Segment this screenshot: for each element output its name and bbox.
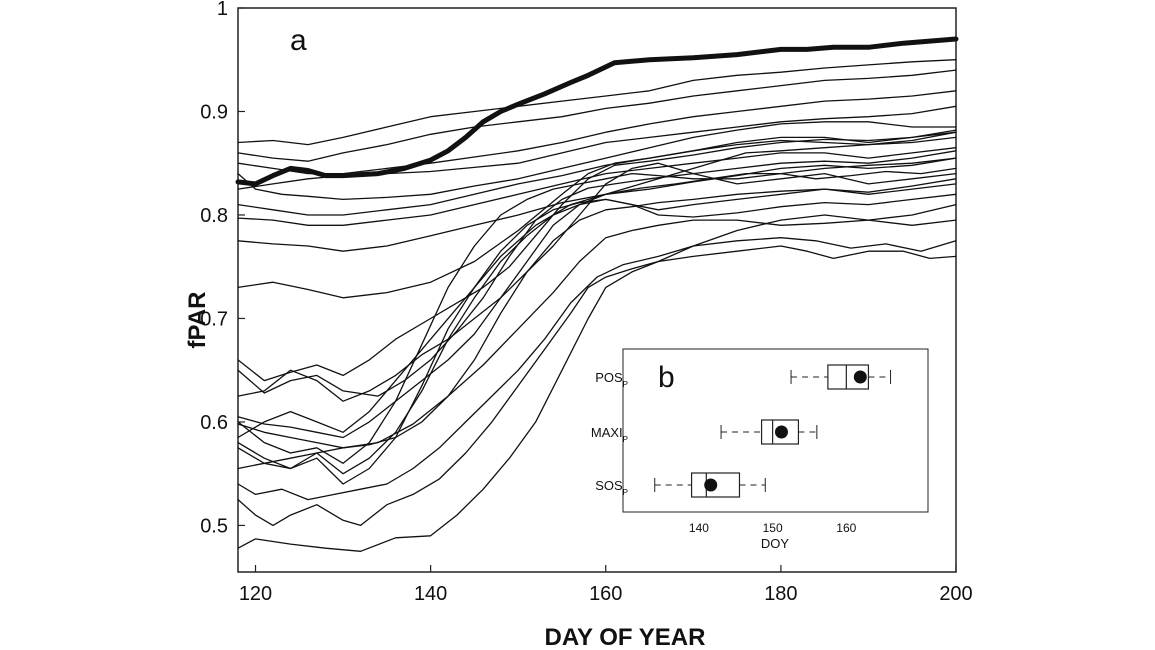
panel-b-letter: b [658, 361, 675, 394]
x-tick-label: 140 [414, 583, 447, 605]
y-tick-label: 0.6 [200, 412, 228, 434]
series-line-14 [237, 183, 957, 449]
series-line-2 [237, 69, 957, 162]
box-label: SOSP [595, 478, 628, 497]
series-line-20 [237, 214, 957, 501]
series-line-10 [237, 129, 957, 382]
x-tick-label: 160 [589, 583, 622, 605]
series-line-thick [235, 36, 959, 187]
series-line-17 [237, 178, 957, 475]
x-tick-label: 120 [239, 583, 272, 605]
series-line-6 [237, 131, 957, 216]
y-tick-label: 0.9 [200, 101, 228, 123]
series-line-19 [237, 203, 957, 470]
series-line-1 [237, 59, 957, 146]
x-tick-label: 180 [764, 583, 797, 605]
series-line-7 [237, 147, 957, 226]
box-sos [654, 472, 766, 498]
y-tick-label: 0.7 [200, 308, 228, 330]
series-line-16 [237, 157, 957, 464]
series-layer [235, 36, 959, 552]
x-tick-label: 200 [939, 583, 972, 605]
series-line-3 [237, 90, 957, 175]
box-pos [790, 364, 892, 390]
y-tick-label: 1 [217, 0, 228, 20]
inset-x-tick-label: 160 [836, 521, 856, 535]
inset-x-axis-title: DOY [761, 536, 790, 551]
y-tick-label: 0.8 [200, 205, 228, 227]
box-label: MAXIP [591, 425, 628, 444]
series-line-13 [237, 167, 957, 439]
box-mean-dot [704, 478, 718, 492]
series-line-12 [237, 162, 957, 402]
inset-x-tick-label: 140 [689, 521, 709, 535]
box-mean-dot [853, 370, 867, 384]
panel-a-letter: a [290, 24, 307, 57]
y-tick-label: 0.5 [200, 515, 228, 537]
box-layer: POSP MAXIP SOSP 140 150 160 [591, 364, 892, 535]
panel-a-line-chart: 120 140 160 180 200 0.5 0.6 0.7 0.8 0.9 1 a DAY OF… [184, 0, 973, 650]
x-axis-title: DAY OF YEAR [545, 624, 706, 650]
series-line-8 [237, 157, 957, 252]
box-mean-dot [774, 425, 788, 439]
series-line-9 [237, 131, 957, 299]
y-axis-title: fPAR [184, 292, 211, 349]
axes-layer: 120 140 160 180 200 0.5 0.6 0.7 0.8 0.9 1 [200, 0, 973, 605]
series-line-22 [237, 245, 957, 552]
panel-b-boxplot-inset: b POSP MAXIP SOSP 140 150 160 DOY [591, 348, 929, 551]
box-label: POSP [595, 370, 628, 389]
series-line-5 [237, 121, 957, 201]
inset-x-tick-label: 150 [763, 521, 783, 535]
box-maxi [720, 419, 818, 445]
series-line-21 [237, 237, 957, 527]
plot-frame [237, 7, 957, 573]
series-line-18 [237, 193, 957, 485]
